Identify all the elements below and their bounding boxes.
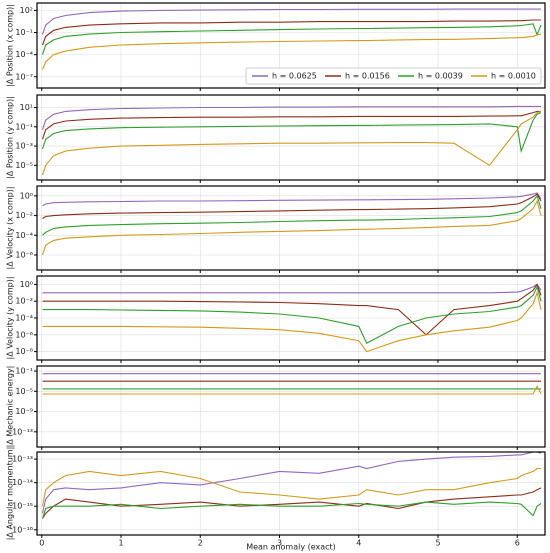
y-tick-label: 10⁻² (15, 211, 33, 220)
y-tick-label: 10⁻¹ (15, 367, 33, 376)
x-tick-label: 1 (118, 539, 123, 548)
x-tick-label: 0 (39, 539, 44, 548)
y-axis-label: |Δ Mechanic energy| (6, 366, 15, 448)
panel-frame (36, 275, 546, 361)
y-tick-label: 10⁻¹³ (12, 455, 33, 464)
series-line (42, 192, 542, 207)
series-line (41, 199, 542, 256)
y-tick-label: 10⁻⁵ (15, 387, 33, 396)
y-tick-label: 10⁻¹³ (12, 427, 33, 436)
series-line (42, 385, 542, 395)
series-line (42, 487, 542, 519)
series-line (41, 33, 542, 70)
y-tick-label: 10⁻⁶ (15, 330, 33, 339)
y-tick-label: 10⁰ (20, 191, 33, 200)
series-line (41, 8, 541, 35)
plot-area (41, 105, 542, 176)
y-axis-label: |Δ Angular momentum| (6, 447, 15, 541)
legend-label: h = 0.0625 (272, 72, 317, 81)
series-line (42, 290, 542, 353)
y-tick-label: 10⁻⁴ (15, 314, 33, 323)
y-tick-label: 10⁻⁵ (15, 161, 33, 170)
series-line (41, 451, 542, 514)
y-tick-label: 10⁻¹ (15, 28, 33, 37)
series-line (42, 285, 542, 344)
y-tick-label: 10² (20, 6, 33, 15)
series-line (41, 19, 541, 46)
x-tick-label: 3 (277, 539, 282, 548)
legend-box (245, 67, 542, 85)
y-tick-label: 10¹ (20, 103, 33, 112)
plot-area (42, 373, 542, 395)
y-tick-label: 10⁻³ (15, 142, 33, 151)
plot-area (41, 192, 542, 256)
plot-area (42, 283, 542, 353)
y-axis-label: |Δ Position (x comp)| (6, 4, 15, 87)
series-line (41, 501, 542, 519)
y-tick-label: 10⁻⁸ (15, 347, 33, 356)
panel-frame (36, 2, 546, 89)
y-axis-label: |Δ Velocity (y comp)| (6, 276, 15, 359)
y-tick-label: 10⁻⁶ (15, 250, 33, 259)
series-line (42, 194, 542, 236)
y-tick-label: 10⁻⁴ (15, 50, 33, 59)
y-tick-label: 10⁻⁴ (15, 231, 33, 240)
series-line (42, 283, 542, 294)
series-line (42, 283, 542, 336)
x-axis-label: Mean anomaly (exact) (246, 543, 336, 552)
panel-frame (36, 365, 546, 448)
y-tick-label: 10⁻² (15, 297, 33, 306)
panel-frame (36, 94, 546, 181)
series-line (42, 193, 542, 219)
legend-label: h = 0.0156 (345, 72, 390, 81)
plot-area (41, 451, 542, 519)
series-line (41, 467, 541, 507)
series-line (41, 112, 542, 154)
x-tick-label: 2 (198, 539, 203, 548)
plot-area (41, 8, 542, 70)
y-tick-label: 10⁰ (20, 280, 33, 289)
x-tick-label: 4 (356, 539, 361, 548)
y-axis-label: |Δ Position (y comp)| (6, 96, 15, 179)
panel-frame (36, 451, 546, 536)
y-tick-label: 10⁻¹⁵ (12, 502, 33, 511)
legend-label: h = 0.0010 (491, 72, 536, 81)
y-tick-label: 10⁻⁷ (15, 72, 33, 81)
y-axis-label: |Δ Velocity (x comp)| (6, 186, 15, 269)
series-line (41, 110, 541, 140)
series-line (41, 23, 542, 55)
panel-frame (36, 185, 546, 271)
series-line (41, 110, 542, 176)
x-tick-label: 6 (515, 539, 520, 548)
y-tick-label: 10⁻⁹ (15, 407, 33, 416)
x-tick-label: 5 (435, 539, 440, 548)
legend-label: h = 0.0039 (418, 72, 463, 81)
series-line (41, 105, 541, 130)
y-tick-label: 10⁻¹ (15, 122, 33, 131)
y-tick-label: 10⁻¹⁶ (12, 525, 33, 534)
y-tick-label: 10⁻¹⁴ (12, 478, 33, 487)
